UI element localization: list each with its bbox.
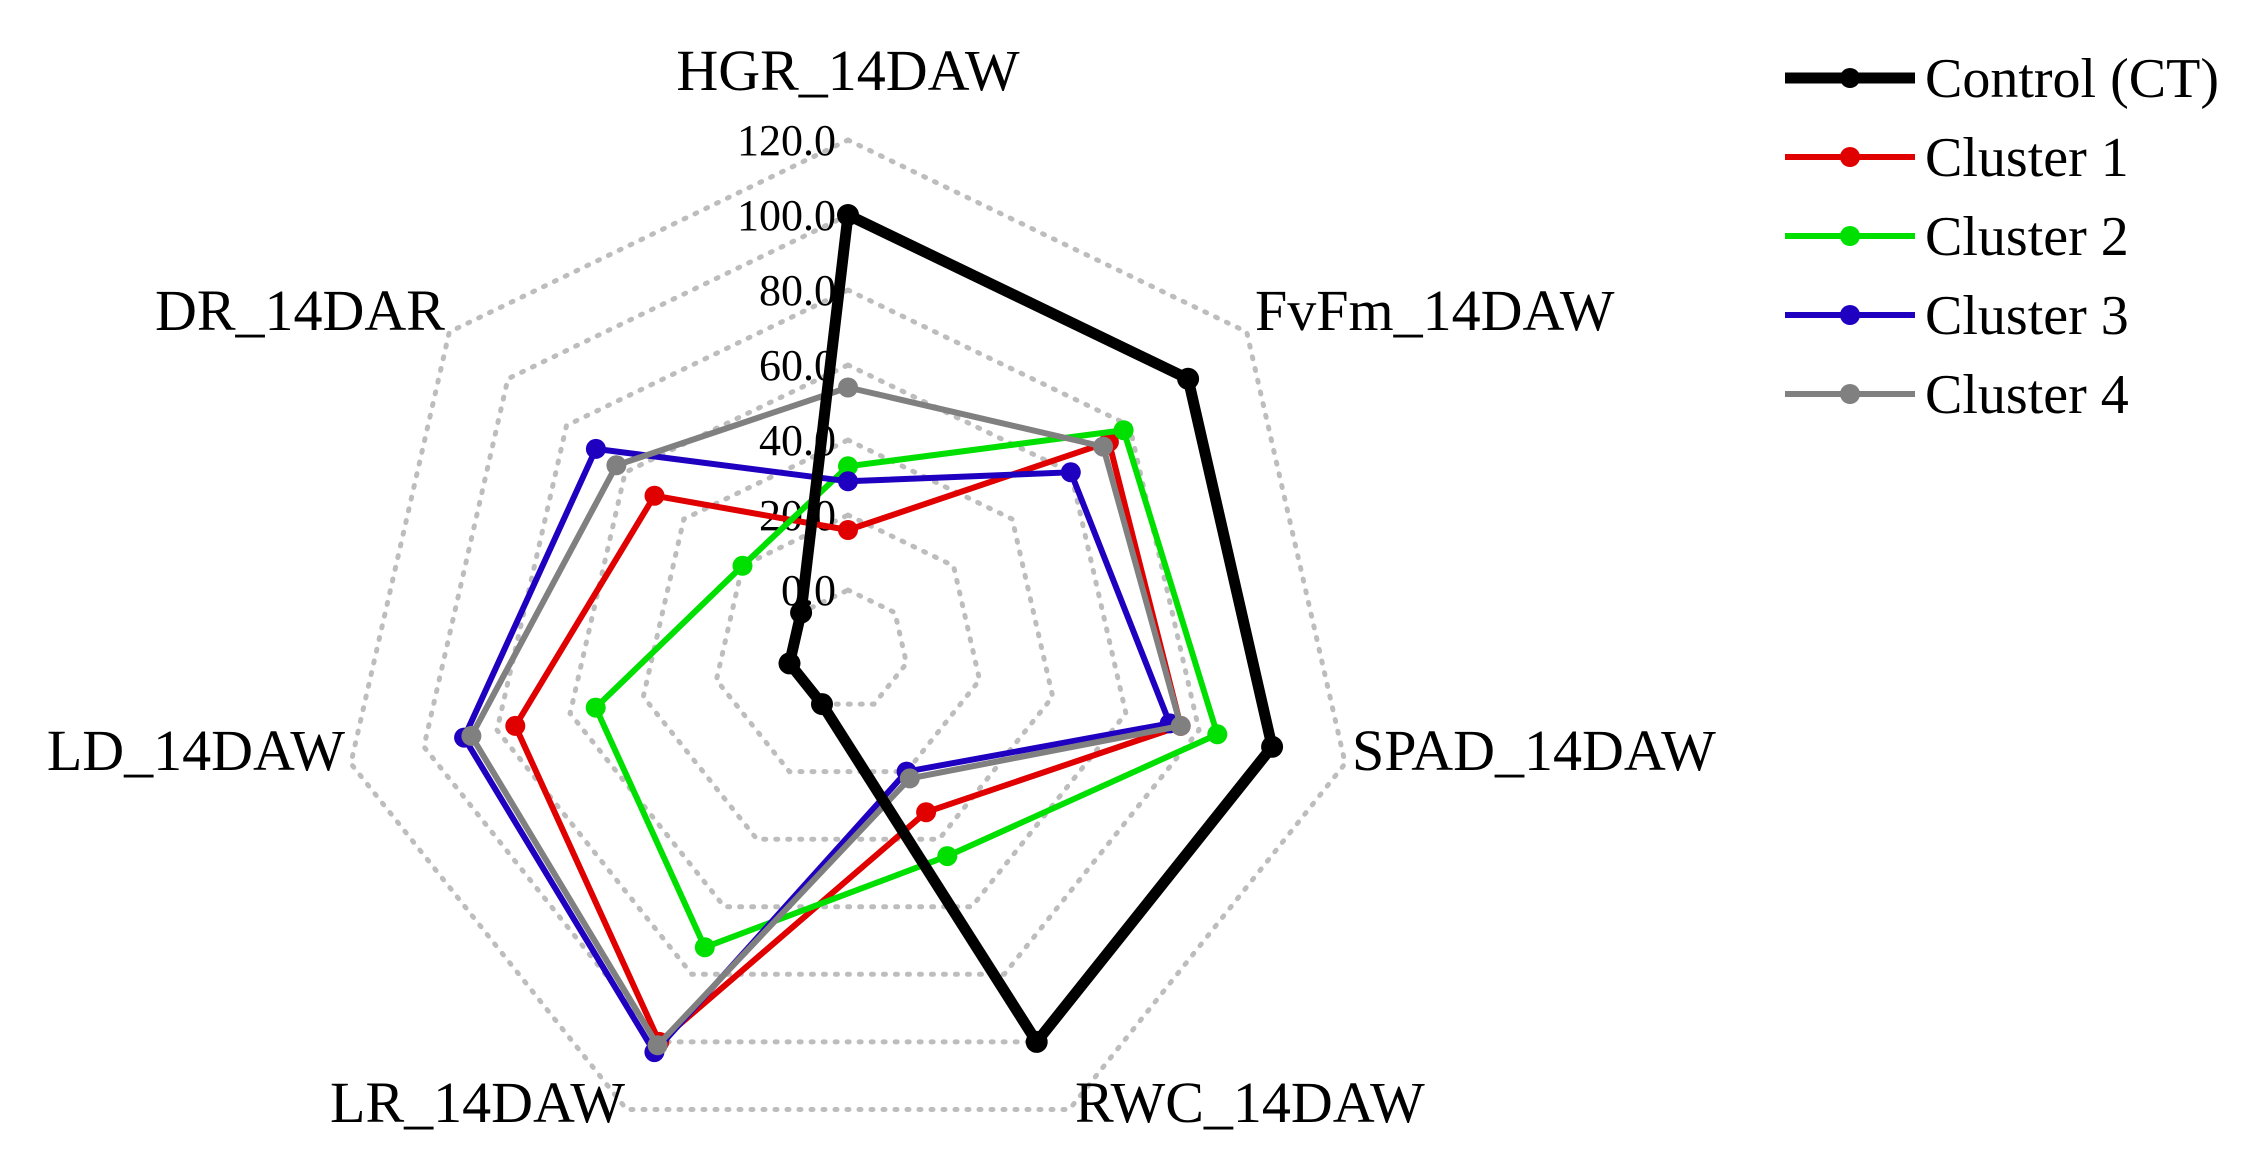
series-line [511, 438, 1185, 1047]
axis-label: FvFm_14DAW [1255, 278, 1615, 343]
data-point [778, 652, 801, 675]
series-group [778, 204, 1284, 1053]
series-group [585, 420, 1228, 958]
data-point [1060, 462, 1081, 483]
grid-ring [421, 212, 1275, 1045]
data-point [644, 485, 665, 506]
data-point [937, 846, 958, 867]
axis-label: LD_14DAW [47, 718, 345, 783]
legend-label: Control (CT) [1925, 48, 2219, 110]
legend-label: Cluster 4 [1925, 364, 2129, 426]
data-point [585, 697, 606, 718]
data-point [505, 715, 526, 736]
data-point [790, 601, 813, 624]
data-point [838, 520, 858, 540]
data-point [1025, 1030, 1048, 1053]
grid-ring [494, 287, 1202, 977]
data-point [732, 555, 753, 576]
tick-label: 80.0 [759, 266, 836, 315]
grid-ring [640, 437, 1056, 842]
series-line [783, 206, 1279, 1052]
tick-label: 120.0 [737, 116, 836, 165]
legend: Control (CT) Cluster 1 Cluster 2 Cluster 3 C… [1785, 48, 2219, 426]
data-point [1170, 715, 1191, 736]
data-point [1113, 420, 1134, 441]
legend-swatch-marker [1840, 305, 1860, 325]
data-point [837, 204, 859, 226]
legend-label: Cluster 2 [1925, 206, 2129, 268]
data-point [1207, 724, 1228, 745]
data-point [585, 438, 606, 459]
grid-ring [713, 512, 983, 775]
axis-label: DR_14DAR [155, 278, 445, 343]
series-line [467, 384, 1185, 1051]
data-point [1261, 735, 1284, 758]
axis-labels: HGR_14DAW FvFm_14DAW SPAD_14DAW RWC_14DAW LR… [47, 38, 1716, 1135]
data-point [461, 725, 482, 746]
series-group [461, 377, 1191, 1056]
data-point [916, 802, 937, 823]
series-line [592, 426, 1221, 952]
data-point [647, 1035, 668, 1056]
legend-swatch-marker [1840, 384, 1860, 404]
series-layer [454, 204, 1284, 1063]
grid-ring [567, 362, 1129, 910]
axis-label: SPAD_14DAW [1352, 718, 1716, 783]
data-point [1093, 436, 1114, 457]
legend-swatch-marker [1840, 226, 1860, 246]
radar-grid [348, 137, 1348, 1112]
legend-swatch-marker [1840, 68, 1860, 88]
data-point [694, 937, 715, 958]
data-point [1177, 367, 1200, 390]
axis-label: LR_14DAW [330, 1070, 625, 1135]
data-point [899, 768, 920, 789]
legend-label: Cluster 3 [1925, 285, 2129, 347]
axis-label: HGR_14DAW [676, 38, 1020, 103]
tick-label: 100.0 [737, 191, 836, 240]
data-point [838, 377, 858, 398]
grid-ring [348, 137, 1348, 1112]
axis-label: RWC_14DAW [1075, 1070, 1425, 1135]
legend-label: Cluster 1 [1925, 127, 2129, 189]
legend-swatch-marker [1840, 147, 1860, 167]
data-point [811, 693, 833, 716]
data-point [606, 455, 627, 476]
data-point [838, 471, 858, 492]
data-point [838, 456, 858, 477]
